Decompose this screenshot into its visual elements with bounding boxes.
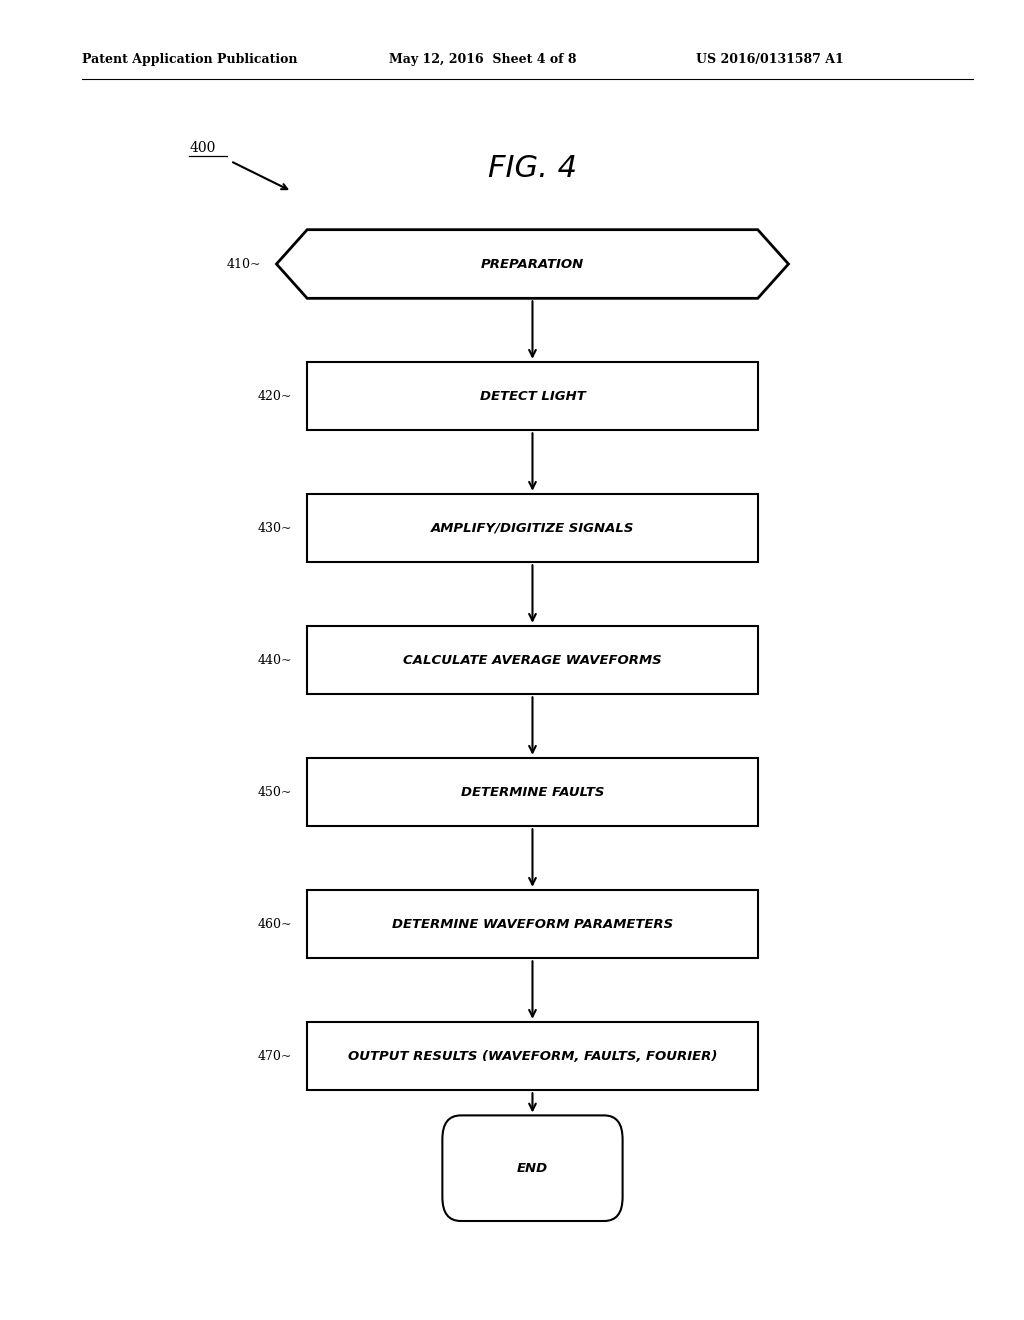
Text: 430~: 430~: [257, 521, 292, 535]
Text: 400: 400: [189, 141, 216, 154]
Text: 440~: 440~: [257, 653, 292, 667]
Text: FIG. 4: FIG. 4: [488, 154, 577, 183]
Text: DETECT LIGHT: DETECT LIGHT: [479, 389, 586, 403]
Text: PREPARATION: PREPARATION: [481, 257, 584, 271]
Text: 470~: 470~: [257, 1049, 292, 1063]
Text: DETERMINE WAVEFORM PARAMETERS: DETERMINE WAVEFORM PARAMETERS: [392, 917, 673, 931]
Bar: [307, 1022, 758, 1090]
Bar: [307, 494, 758, 562]
Text: AMPLIFY/DIGITIZE SIGNALS: AMPLIFY/DIGITIZE SIGNALS: [431, 521, 634, 535]
Text: 450~: 450~: [257, 785, 292, 799]
Text: OUTPUT RESULTS (WAVEFORM, FAULTS, FOURIER): OUTPUT RESULTS (WAVEFORM, FAULTS, FOURIE…: [348, 1049, 717, 1063]
Text: 460~: 460~: [257, 917, 292, 931]
Bar: [307, 626, 758, 694]
Bar: [307, 362, 758, 430]
Text: 410~: 410~: [226, 257, 261, 271]
Text: Patent Application Publication: Patent Application Publication: [82, 53, 297, 66]
Bar: [307, 758, 758, 826]
Bar: [307, 890, 758, 958]
Text: May 12, 2016  Sheet 4 of 8: May 12, 2016 Sheet 4 of 8: [389, 53, 577, 66]
Text: 420~: 420~: [257, 389, 292, 403]
Text: END: END: [517, 1162, 548, 1175]
Text: CALCULATE AVERAGE WAVEFORMS: CALCULATE AVERAGE WAVEFORMS: [403, 653, 662, 667]
Text: US 2016/0131587 A1: US 2016/0131587 A1: [696, 53, 844, 66]
Text: DETERMINE FAULTS: DETERMINE FAULTS: [461, 785, 604, 799]
